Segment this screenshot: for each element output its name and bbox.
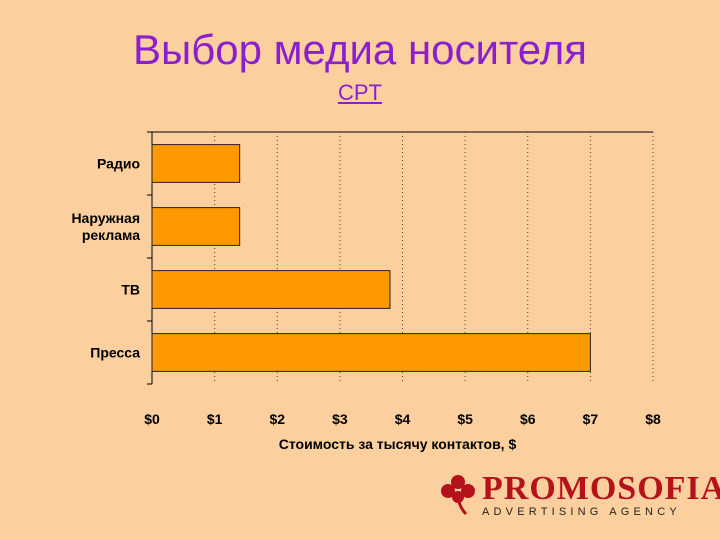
logo-name: PROMOSOFIA bbox=[482, 470, 720, 507]
category-label: Радио bbox=[97, 156, 140, 172]
x-tick-label: $4 bbox=[395, 411, 411, 427]
x-tick-label: $1 bbox=[207, 411, 223, 427]
bar bbox=[151, 207, 241, 246]
x-tick-label: $3 bbox=[332, 411, 348, 427]
x-tick-label: $7 bbox=[583, 411, 599, 427]
flower-logo-icon bbox=[441, 475, 475, 516]
x-tick-label: $0 bbox=[144, 411, 160, 427]
category-label: Наружная реклама bbox=[71, 210, 140, 243]
slide-title: Выбор медиа носителя bbox=[133, 26, 587, 73]
x-tick-label: $8 bbox=[645, 411, 661, 427]
x-tick-label: $6 bbox=[520, 411, 536, 427]
x-axis-title: Стоимость за тысячу контактов, $ bbox=[279, 436, 517, 452]
category-label: Пресса bbox=[90, 345, 140, 361]
slide-subtitle[interactable]: CPT bbox=[338, 80, 382, 105]
bar bbox=[151, 270, 391, 309]
bar bbox=[151, 144, 241, 183]
logo-tagline: ADVERTISING AGENCY bbox=[482, 506, 681, 518]
bar bbox=[151, 333, 591, 372]
category-label: ТВ bbox=[121, 282, 140, 298]
x-tick-label: $2 bbox=[269, 411, 285, 427]
promosofia-logo: PROMOSOFIA ADVERTISING AGENCY bbox=[440, 470, 720, 526]
x-tick-label: $5 bbox=[457, 411, 473, 427]
